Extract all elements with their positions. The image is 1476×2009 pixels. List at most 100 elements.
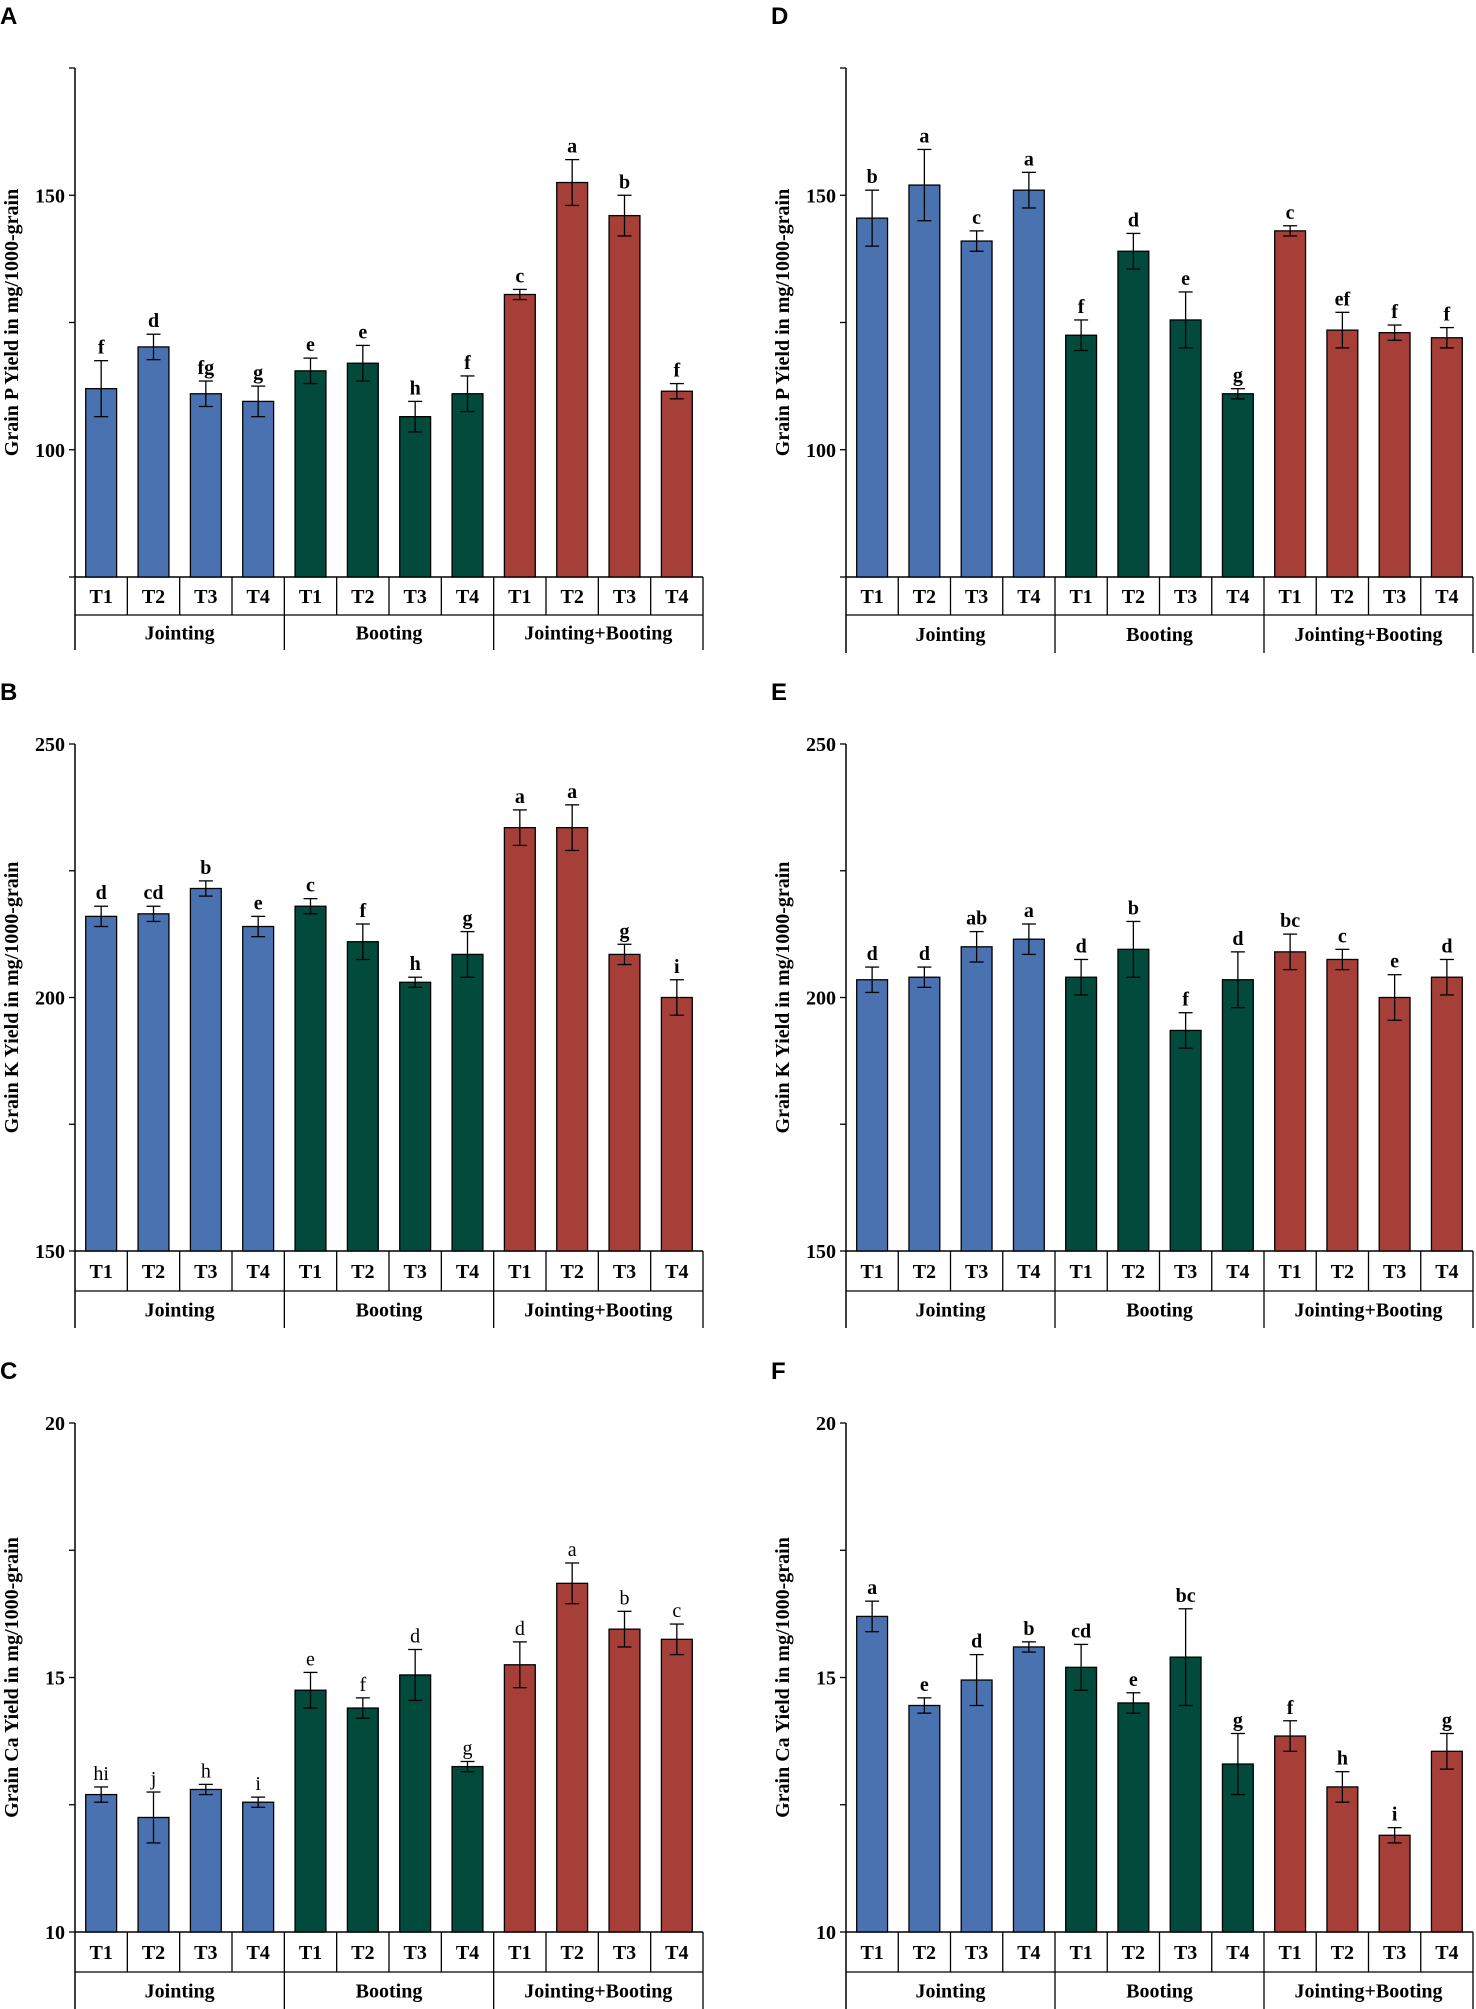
multi-panel-bar-figure: AGrain P Yield in mg/1000-grain 100150fT1… bbox=[0, 0, 1476, 2009]
bar bbox=[504, 295, 535, 577]
y-axis-label: Grain K Yield in mg/1000-grain bbox=[772, 862, 794, 1134]
category-label: T2 bbox=[913, 586, 936, 608]
significance-letter: e bbox=[1181, 268, 1190, 290]
bar bbox=[243, 927, 274, 1251]
significance-letter: d bbox=[971, 1631, 982, 1653]
significance-letter: e bbox=[1129, 1669, 1138, 1691]
category-label: T1 bbox=[860, 586, 883, 608]
significance-letter: d bbox=[148, 310, 159, 332]
category-label: T3 bbox=[1383, 1942, 1406, 1964]
significance-letter: f bbox=[359, 1674, 366, 1696]
significance-letter: c bbox=[672, 1600, 681, 1622]
significance-letter: bc bbox=[1176, 1585, 1196, 1607]
significance-letter: a bbox=[1024, 900, 1034, 922]
group-label: Jointing bbox=[915, 1981, 985, 2003]
y-tick-label: 150 bbox=[806, 1241, 836, 1263]
bar bbox=[1013, 1647, 1044, 1932]
significance-letter: ab bbox=[966, 908, 987, 930]
bar bbox=[138, 347, 169, 577]
bar bbox=[400, 417, 431, 577]
category-label: T3 bbox=[613, 586, 636, 608]
bar bbox=[661, 998, 692, 1252]
bar bbox=[1275, 231, 1306, 577]
bar bbox=[1170, 1030, 1201, 1251]
category-label: T4 bbox=[456, 586, 479, 608]
bar bbox=[1013, 190, 1044, 577]
group-label: Jointing+Booting bbox=[524, 1300, 672, 1322]
y-axis-label: Grain K Yield in mg/1000-grain bbox=[1, 862, 23, 1134]
bar bbox=[295, 1690, 326, 1932]
bar bbox=[909, 1705, 940, 1932]
group-label: Booting bbox=[1126, 1981, 1193, 2003]
category-label: T4 bbox=[1435, 586, 1458, 608]
bar bbox=[347, 363, 378, 577]
category-label: T2 bbox=[142, 1261, 165, 1283]
significance-letter: b bbox=[1023, 1618, 1034, 1640]
group-label: Booting bbox=[356, 1981, 423, 2003]
significance-letter: c bbox=[972, 207, 981, 229]
category-label: T1 bbox=[860, 1261, 883, 1283]
bar bbox=[243, 1802, 274, 1932]
bar bbox=[1222, 394, 1253, 577]
category-label: T3 bbox=[965, 586, 988, 608]
group-label: Booting bbox=[1126, 1300, 1193, 1322]
bar bbox=[400, 982, 431, 1251]
bar bbox=[295, 906, 326, 1251]
y-tick-label: 150 bbox=[35, 1241, 65, 1263]
y-tick-label: 100 bbox=[806, 440, 836, 462]
group-label: Jointing bbox=[145, 1300, 215, 1322]
bar bbox=[400, 1675, 431, 1932]
category-label: T3 bbox=[194, 586, 217, 608]
bar bbox=[452, 394, 483, 577]
y-tick-label: 250 bbox=[35, 734, 65, 756]
significance-letter: f bbox=[359, 900, 366, 922]
significance-letter: g bbox=[620, 920, 630, 942]
category-label: T4 bbox=[246, 586, 269, 608]
panel-e: EGrain K Yield in mg/1000-grain150200250… bbox=[771, 679, 1473, 1328]
significance-letter: d bbox=[867, 943, 878, 965]
category-label: T1 bbox=[89, 1261, 112, 1283]
category-label: T4 bbox=[665, 1942, 688, 1964]
bar bbox=[1222, 980, 1253, 1251]
bar bbox=[295, 371, 326, 577]
significance-letter: a bbox=[515, 786, 525, 808]
significance-letter: hi bbox=[93, 1763, 109, 1785]
bar bbox=[909, 185, 940, 577]
group-label: Jointing bbox=[145, 1981, 215, 2003]
category-label: T2 bbox=[1331, 1942, 1354, 1964]
y-tick-label: 20 bbox=[816, 1413, 836, 1435]
group-label: Booting bbox=[356, 623, 423, 645]
significance-letter: a bbox=[568, 1539, 577, 1561]
category-label: T1 bbox=[1069, 1261, 1092, 1283]
significance-letter: b bbox=[200, 857, 211, 879]
category-label: T4 bbox=[246, 1261, 269, 1283]
category-label: T4 bbox=[1226, 1942, 1249, 1964]
category-label: T1 bbox=[89, 1942, 112, 1964]
bar bbox=[138, 914, 169, 1251]
y-axis-label: Grain P Yield in mg/1000-grain bbox=[772, 189, 794, 456]
category-label: T3 bbox=[613, 1942, 636, 1964]
bar bbox=[909, 977, 940, 1251]
bar bbox=[661, 391, 692, 577]
panel-letter: D bbox=[771, 3, 788, 30]
bar bbox=[1170, 320, 1201, 577]
y-tick-label: 15 bbox=[816, 1668, 836, 1690]
bar bbox=[609, 216, 640, 577]
group-label: Jointing bbox=[915, 1300, 985, 1322]
significance-letter: bc bbox=[1280, 910, 1300, 932]
category-label: T1 bbox=[1278, 586, 1301, 608]
category-label: T1 bbox=[299, 1942, 322, 1964]
category-label: T1 bbox=[299, 1261, 322, 1283]
category-label: T1 bbox=[508, 1942, 531, 1964]
category-label: T3 bbox=[1174, 586, 1197, 608]
significance-letter: b bbox=[1128, 897, 1139, 919]
category-label: T2 bbox=[1122, 1261, 1145, 1283]
bar bbox=[347, 1708, 378, 1932]
category-label: T3 bbox=[1383, 586, 1406, 608]
bar bbox=[1431, 977, 1462, 1251]
significance-letter: c bbox=[1338, 925, 1347, 947]
significance-letter: f bbox=[1444, 304, 1451, 326]
significance-letter: b bbox=[620, 1587, 630, 1609]
category-label: T4 bbox=[1226, 1261, 1249, 1283]
panel-letter: C bbox=[0, 1358, 17, 1385]
